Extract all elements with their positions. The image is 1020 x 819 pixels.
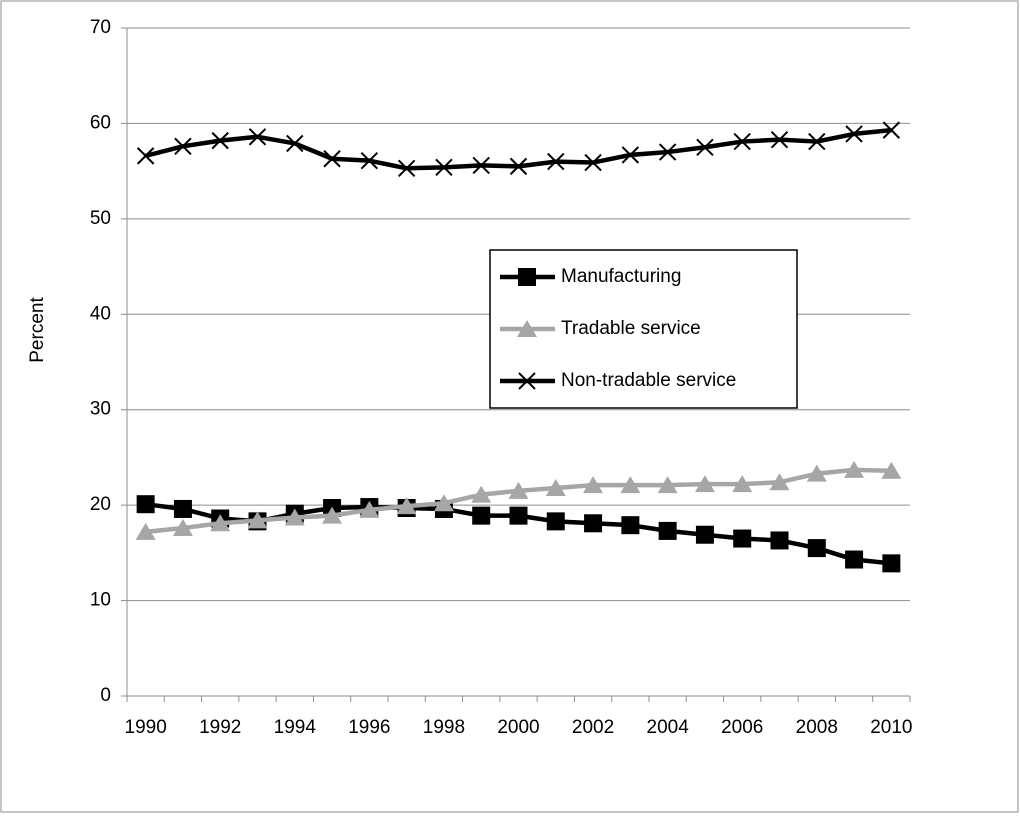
marker — [136, 495, 155, 514]
marker — [172, 519, 193, 537]
marker — [284, 508, 305, 526]
x-tick-label: 2004 — [647, 717, 690, 738]
marker — [359, 500, 380, 518]
marker — [248, 128, 267, 146]
marker — [844, 460, 865, 478]
marker — [211, 131, 229, 150]
marker — [770, 130, 789, 149]
marker — [808, 132, 826, 151]
marker — [584, 514, 603, 533]
legend-label: Manufacturing — [561, 266, 681, 287]
marker — [547, 152, 565, 171]
marker — [509, 157, 528, 176]
marker — [545, 478, 566, 496]
marker — [518, 268, 536, 286]
marker — [472, 156, 490, 175]
marker — [135, 522, 156, 540]
y-tick-label: 40 — [90, 303, 111, 324]
marker — [517, 320, 537, 337]
legend-label: Non-tradable service — [561, 370, 736, 391]
marker — [323, 150, 341, 168]
marker — [845, 125, 863, 143]
marker — [210, 514, 231, 532]
marker — [733, 529, 752, 548]
marker — [806, 464, 827, 482]
x-tick-label: 1994 — [274, 717, 317, 738]
marker — [695, 525, 714, 544]
y-tick-label: 70 — [90, 17, 111, 38]
marker — [247, 511, 268, 529]
marker — [732, 475, 753, 493]
x-tick-label: 2000 — [497, 717, 539, 738]
marker — [769, 473, 790, 491]
marker — [658, 143, 677, 161]
marker — [882, 121, 901, 139]
marker — [472, 506, 491, 525]
marker — [322, 506, 343, 524]
marker — [397, 159, 416, 177]
marker — [696, 138, 714, 156]
marker — [396, 497, 417, 515]
marker — [658, 521, 677, 540]
marker — [770, 531, 789, 550]
marker — [173, 499, 192, 518]
marker — [733, 132, 751, 151]
marker — [360, 151, 379, 170]
marker — [136, 147, 155, 165]
x-tick-label: 2002 — [572, 717, 614, 738]
legend-label: Tradable service — [561, 318, 701, 339]
marker — [583, 476, 604, 494]
x-tick-label: 2008 — [796, 717, 838, 738]
y-tick-label: 0 — [100, 685, 111, 706]
x-tick-label: 1998 — [423, 717, 465, 738]
marker — [433, 494, 454, 512]
x-tick-label: 1992 — [199, 717, 241, 738]
y-tick-label: 60 — [90, 112, 111, 133]
marker — [518, 372, 536, 390]
marker — [620, 476, 641, 494]
marker — [845, 550, 864, 569]
y-tick-label: 10 — [90, 590, 111, 611]
marker — [881, 461, 902, 479]
y-tick-label: 50 — [90, 208, 111, 229]
y-tick-label: 20 — [90, 494, 111, 515]
marker — [621, 146, 640, 164]
marker — [508, 481, 529, 499]
marker — [435, 158, 453, 177]
marker — [621, 516, 640, 535]
x-tick-label: 1990 — [125, 717, 167, 738]
marker — [584, 153, 602, 172]
y-axis-label: Percent — [27, 297, 48, 363]
marker — [694, 475, 715, 493]
marker — [471, 485, 492, 503]
marker — [286, 134, 304, 153]
x-tick-label: 1996 — [348, 717, 390, 738]
y-tick-label: 30 — [90, 399, 111, 420]
marker — [509, 506, 528, 525]
marker — [657, 476, 678, 494]
marker — [807, 539, 826, 558]
x-tick-label: 2006 — [721, 717, 763, 738]
marker — [174, 137, 192, 156]
marker — [882, 554, 901, 573]
marker — [546, 512, 565, 531]
x-tick-label: 2010 — [870, 717, 912, 738]
